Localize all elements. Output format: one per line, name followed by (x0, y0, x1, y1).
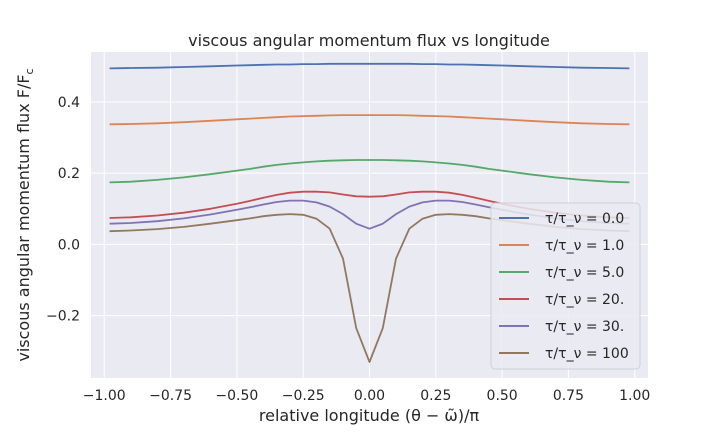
legend-label: τ/τ_ν = 20. (545, 292, 624, 308)
y-tick-label: 0.0 (58, 237, 80, 253)
y-axis-label-subscript: c (23, 68, 36, 74)
x-tick-label: 0.25 (420, 388, 451, 404)
x-tick-label: 1.00 (619, 388, 650, 404)
y-tick-label: 0.4 (58, 95, 80, 111)
x-axis-label: relative longitude (θ − ω̃)/π (259, 406, 480, 425)
series-line-3 (109, 159, 630, 184)
y-tick-labels: −0.2 0.0 0.2 0.4 (46, 95, 80, 325)
x-tick-label: 0.00 (354, 388, 385, 404)
x-tick-label: −1.00 (83, 388, 126, 404)
legend-label: τ/τ_ν = 100 (545, 346, 629, 362)
x-tick-label: −0.50 (215, 388, 258, 404)
y-axis-label: viscous angular momentum flux F/Fc (14, 68, 36, 361)
x-tick-label: 0.75 (553, 388, 584, 404)
series-line-1 (109, 62, 630, 70)
y-tick-label: 0.2 (58, 166, 80, 182)
x-tick-labels: −1.00 −0.75 −0.50 −0.25 0.00 0.25 0.50 0.75 1.00 (83, 388, 651, 404)
x-tick-label: −0.25 (282, 388, 325, 404)
y-tick-label: −0.2 (46, 309, 80, 325)
series-line-2 (109, 114, 630, 126)
chart-title: viscous angular momentum flux vs longitu… (188, 31, 550, 50)
legend-box (490, 202, 641, 370)
legend-label: τ/τ_ν = 30. (545, 319, 624, 335)
legend: τ/τ_ν = 0.0 τ/τ_ν = 1.0 τ/τ_ν = 5.0 τ/τ_ν =… (490, 202, 641, 370)
x-tick-label: −0.75 (149, 388, 192, 404)
x-tick-label: 0.50 (487, 388, 518, 404)
legend-label: τ/τ_ν = 1.0 (545, 238, 624, 254)
legend-label: τ/τ_ν = 0.0 (545, 211, 624, 227)
legend-label: τ/τ_ν = 5.0 (545, 265, 624, 281)
